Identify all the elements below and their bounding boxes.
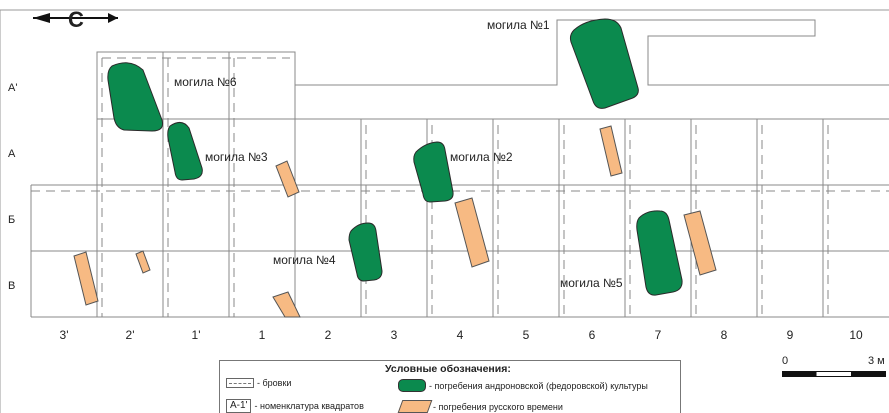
grave-2-shape [413, 141, 454, 203]
col-label: 10 [849, 328, 863, 342]
scale-end: 3 м [868, 355, 885, 367]
scale-start: 0 [782, 355, 789, 367]
col-label: 9 [787, 328, 794, 342]
col-label: 8 [721, 328, 728, 342]
legend-item-russian: - погребения русского времени [397, 400, 563, 413]
grave-1-label: могила №1 [487, 18, 550, 32]
grave-6-label: могила №6 [174, 75, 237, 89]
col-label: 1 [259, 328, 266, 342]
col-label: 3 [391, 328, 398, 342]
col-label: 1' [192, 328, 201, 342]
col-label: 6 [589, 328, 596, 342]
scale-bar: 0 3 м [770, 355, 888, 385]
legend-item-andronovo: - погребения андроновской (федоровской) … [398, 379, 648, 392]
grid-main [30, 119, 889, 318]
col-label: 2' [126, 328, 135, 342]
grave-5-shape [636, 210, 683, 296]
grave-3-shape [167, 122, 203, 181]
legend: Условные обозначения: - бровки А-1' - но… [219, 360, 681, 413]
row-label-v: В [8, 280, 15, 292]
baulks [31, 57, 889, 317]
row-label-b: Б [8, 214, 15, 226]
grave-2-label: могила №2 [450, 150, 513, 164]
legend-title: Условные обозначения: [385, 363, 511, 375]
russian-graves [73, 125, 717, 318]
col-label: 3' [60, 328, 69, 342]
legend-item-brovki: - бровки [226, 378, 291, 388]
legend-item-nomenclature: А-1' - номенклатура квадратов [226, 399, 364, 413]
col-label: 4 [457, 328, 464, 342]
grave-3-label: могила №3 [205, 150, 268, 164]
col-label: 5 [523, 328, 530, 342]
row-label-a: А [8, 148, 16, 160]
brovki-swatch [226, 378, 254, 388]
col-label: 2 [325, 328, 332, 342]
north-arrow: С [33, 7, 118, 32]
grave-4-label: могила №4 [273, 253, 336, 267]
russian-swatch [397, 400, 433, 413]
row-label-a-prime: А' [8, 82, 17, 94]
col-label: 7 [655, 328, 662, 342]
andronovo-graves [107, 18, 683, 296]
legend-brovki-text: - бровки [257, 378, 292, 388]
scale-bar-graphic [782, 371, 886, 377]
legend-andronovo-text: - погребения андроновской (федоровской) … [429, 380, 648, 391]
legend-nomenclature-text: - номенклатура квадратов [254, 401, 364, 411]
grave-5-label: могила №5 [560, 276, 623, 290]
north-label: С [68, 7, 84, 32]
legend-russian-text: - погребения русского времени [433, 401, 563, 412]
grave-4-shape [348, 222, 383, 282]
grave-6-shape [107, 62, 163, 132]
column-labels: 3' 2' 1' 1 2 3 4 5 6 7 8 9 10 [60, 328, 863, 342]
nomenclature-swatch: А-1' [226, 399, 252, 413]
andronovo-swatch [398, 379, 426, 392]
grave-1-shape [569, 18, 639, 109]
